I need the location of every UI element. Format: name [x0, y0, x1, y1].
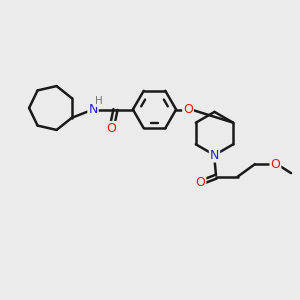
Text: O: O	[196, 176, 205, 189]
Text: O: O	[183, 103, 193, 116]
Text: N: N	[88, 103, 98, 116]
Text: O: O	[107, 122, 116, 135]
Text: H: H	[94, 96, 102, 106]
Text: O: O	[271, 158, 280, 171]
Text: N: N	[210, 148, 219, 162]
